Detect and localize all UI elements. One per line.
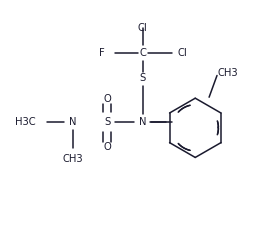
Text: CH3: CH3: [62, 155, 83, 165]
Text: N: N: [69, 117, 76, 127]
Text: S: S: [104, 117, 110, 127]
Text: O: O: [103, 94, 111, 104]
Text: F: F: [98, 48, 104, 58]
Text: C: C: [139, 48, 146, 58]
Text: H3C: H3C: [15, 117, 36, 127]
Text: S: S: [139, 73, 145, 84]
Text: O: O: [103, 142, 111, 152]
Text: CH3: CH3: [216, 69, 237, 79]
Text: Cl: Cl: [137, 23, 147, 33]
Text: N: N: [138, 117, 146, 127]
Text: Cl: Cl: [177, 48, 186, 58]
